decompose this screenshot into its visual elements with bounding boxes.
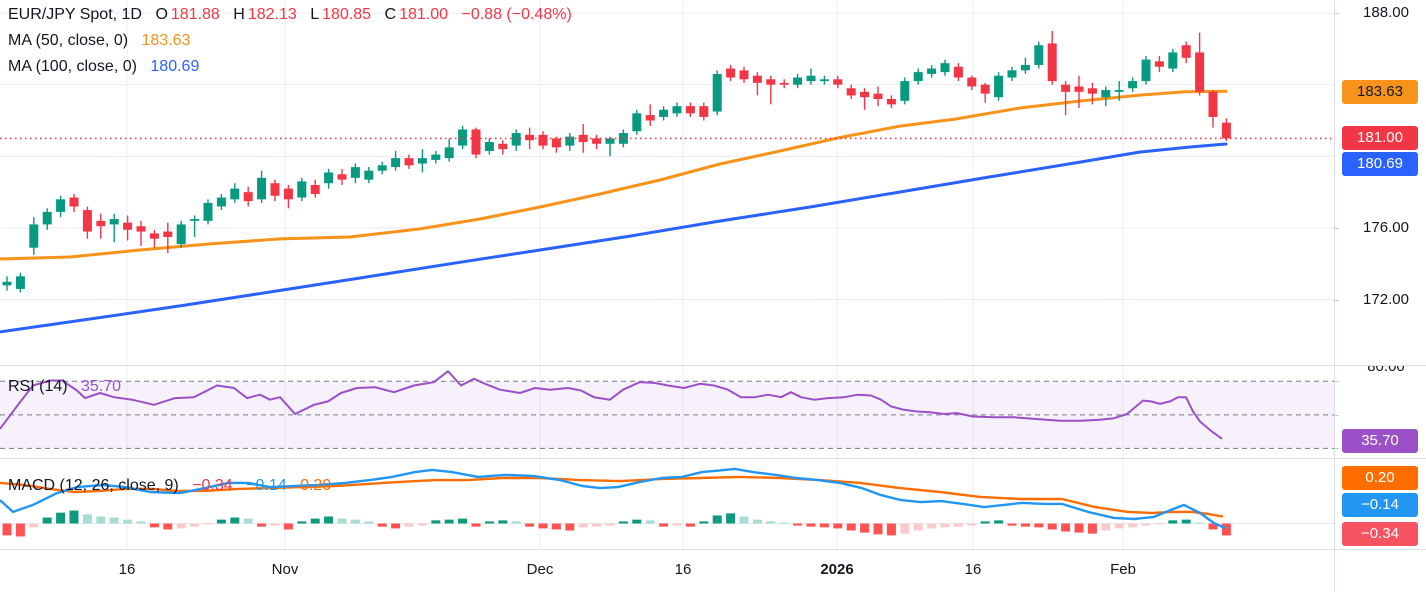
ma50-value: 183.63 [141, 32, 191, 49]
ma50-label[interactable]: MA (50, close, 0) [8, 32, 129, 49]
time-axis-label: Nov [271, 561, 299, 578]
rsi-axis-tick [1334, 381, 1339, 383]
rsi-pane-legend: RSI (14) 35.70 [8, 376, 124, 398]
low-label: L [310, 6, 320, 23]
price-axis-badge: −0.34 [1342, 521, 1418, 546]
rsi-axis-tick [1334, 414, 1339, 416]
pane-separator-price-rsi[interactable] [0, 365, 1426, 366]
time-axis-label: Dec [526, 561, 554, 578]
price-axis[interactable]: 80.00 188.00 176.00 172.00 183.63 181.00 180.… [1334, 0, 1426, 549]
price-axis-label: 188.00 [1363, 4, 1409, 21]
pane-separator-time-axis [0, 549, 1426, 550]
macd-pane-legend: MACD (12, 26, close, 9) −0.34 −0.14 0.20 [8, 475, 334, 497]
time-axis-label: 16 [674, 561, 692, 578]
time-axis-label: 2026 [820, 561, 854, 578]
time-axis[interactable]: 16 Nov Dec 16 2026 16 Feb [0, 549, 1334, 592]
low-value: 180.85 [322, 6, 372, 23]
open-value: 181.88 [170, 6, 220, 23]
macd-hist-value: −0.34 [192, 477, 233, 494]
symbol-legend-row: EUR/JPY Spot, 1D O 181.88 H 182.13 L 180.85… [8, 2, 575, 28]
rsi-axis-80-label: 80.00 [1367, 365, 1405, 375]
price-axis-tick [1334, 228, 1339, 229]
open-label: O [155, 6, 168, 23]
symbol-title[interactable]: EUR/JPY Spot, 1D [8, 6, 142, 23]
macd-line-value: −0.14 [246, 477, 287, 494]
close-label: C [384, 6, 397, 23]
price-axis-badge: −0.14 [1342, 493, 1418, 517]
time-axis-label: Feb [1110, 561, 1136, 578]
price-pane-legend: EUR/JPY Spot, 1D O 181.88 H 182.13 L 180.85… [8, 2, 575, 80]
high-label: H [233, 6, 245, 23]
ma100-value: 180.69 [150, 58, 200, 75]
change-value: −0.88 (−0.48%) [461, 6, 572, 23]
price-axis-label: 176.00 [1363, 219, 1409, 236]
macd-label[interactable]: MACD (12, 26, close, 9) [8, 477, 179, 494]
rsi-value: 35.70 [81, 378, 122, 395]
close-value: 181.00 [399, 6, 449, 23]
time-axis-label: 16 [118, 561, 136, 578]
pane-separator-rsi-macd[interactable] [0, 458, 1426, 459]
macd-signal-value: 0.20 [300, 477, 332, 494]
price-axis-badge: 35.70 [1342, 429, 1418, 453]
high-value: 182.13 [247, 6, 297, 23]
axis-separator [1334, 0, 1335, 592]
price-axis-badge: 181.00 [1342, 126, 1418, 150]
time-axis-label: 16 [964, 561, 982, 578]
price-axis-label: 172.00 [1363, 290, 1409, 308]
price-axis-badge: 180.69 [1342, 151, 1418, 176]
ma100-label[interactable]: MA (100, close, 0) [8, 58, 137, 75]
price-axis-tick [1334, 299, 1339, 301]
price-axis-badge: 183.63 [1342, 80, 1418, 104]
price-axis-tick [1334, 13, 1339, 14]
rsi-label[interactable]: RSI (14) [8, 378, 68, 395]
ma50-legend-row: MA (50, close, 0) 183.63 [8, 28, 575, 54]
price-axis-badge: 0.20 [1342, 466, 1418, 490]
rsi-axis-tick [1334, 448, 1339, 450]
ma100-legend-row: MA (100, close, 0) 180.69 [8, 54, 575, 80]
